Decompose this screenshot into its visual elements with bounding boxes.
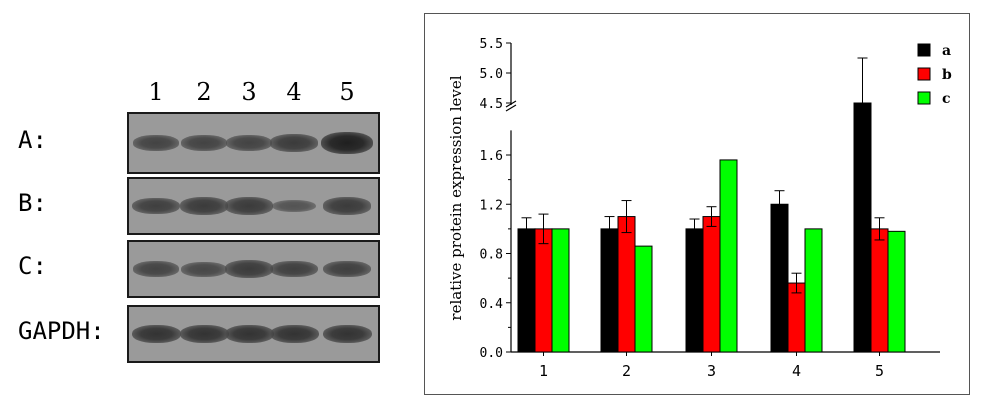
x-tick-label: 1	[539, 362, 548, 380]
bar-c-2	[634, 245, 653, 353]
y-tick-label: 1.6	[480, 149, 503, 164]
blot-row-label: B:	[18, 189, 47, 217]
bar-chart: 0.0 0.4 0.8 1.2 1.6 4.5 5.0 5.5 relative protein…	[424, 13, 970, 395]
x-tick-label: 5	[875, 362, 884, 380]
blot-band	[321, 132, 373, 154]
bar-b-3	[702, 216, 721, 353]
legend-label-a: a	[942, 43, 951, 59]
blot-band	[181, 261, 227, 277]
blot-band	[180, 135, 228, 151]
blot-band	[225, 135, 273, 151]
blot-row-label: C:	[18, 252, 47, 280]
bar-a-2	[600, 228, 619, 353]
lane-number-1: 1	[148, 78, 164, 106]
blot-band	[180, 197, 228, 215]
blot-strip	[127, 305, 380, 363]
lane-number-4: 4	[286, 78, 302, 106]
blot-band	[225, 197, 273, 215]
blot-band	[132, 261, 180, 277]
y-tick-label: 5.0	[480, 67, 503, 82]
y-tick-label: 5.5	[480, 37, 503, 52]
western-blot-panel: 1 2 3 4 5 A: B: C: GAPDH:	[0, 0, 420, 407]
blot-band	[270, 260, 318, 278]
legend-swatch-c	[917, 91, 931, 105]
blot-band	[225, 260, 273, 278]
bar-c-5	[887, 230, 906, 353]
bar-a-1	[517, 228, 536, 353]
axis-break-mark	[505, 100, 517, 108]
blot-strip	[127, 177, 380, 235]
blot-band	[322, 324, 372, 344]
legend-label-b: b	[942, 67, 952, 83]
bar-b-5	[870, 228, 889, 353]
bar-chart-svg: 0.0 0.4 0.8 1.2 1.6 4.5 5.0 5.5 relative protein…	[447, 37, 952, 380]
y-tick-label: 4.5	[480, 97, 503, 112]
y-axis-label: relative protein expression level	[447, 75, 465, 320]
y-tick-label: 0.0	[480, 346, 503, 361]
blot-row-label: A:	[18, 126, 47, 154]
blot-strip	[127, 240, 380, 298]
legend-swatch-b	[917, 67, 931, 81]
blot-band	[271, 199, 317, 213]
bar-b-2	[617, 216, 636, 353]
blot-band	[269, 324, 319, 344]
axis-break-mark	[505, 104, 517, 112]
lane-number-2: 2	[196, 78, 212, 106]
blot-row-label: GAPDH:	[18, 317, 105, 345]
bar-c-4	[804, 228, 823, 353]
blot-band	[323, 260, 371, 278]
lane-number-3: 3	[241, 78, 257, 106]
x-tick-label: 4	[792, 362, 801, 380]
x-tick-label: 2	[622, 362, 631, 380]
legend-label-c: c	[942, 91, 951, 107]
y-tick-label: 0.8	[480, 248, 503, 263]
blot-band	[224, 324, 274, 344]
bar-a-5	[853, 102, 872, 353]
bar-c-1	[551, 228, 570, 353]
bar-a-4	[770, 203, 789, 353]
x-tick-label: 3	[707, 362, 716, 380]
y-tick-label: 1.2	[480, 198, 503, 213]
blot-band	[179, 324, 229, 344]
blot-strip	[127, 112, 380, 174]
blot-band	[132, 197, 180, 215]
bar-c-3	[719, 159, 738, 353]
blot-band	[131, 324, 181, 344]
lane-number-5: 5	[339, 78, 355, 106]
blot-band	[132, 135, 180, 151]
blot-band	[270, 134, 318, 152]
y-tick-label: 0.4	[480, 297, 504, 312]
blot-band	[323, 197, 371, 215]
bar-a-3	[685, 228, 704, 353]
legend-swatch-a	[917, 43, 931, 57]
bar-b-1	[534, 228, 553, 353]
